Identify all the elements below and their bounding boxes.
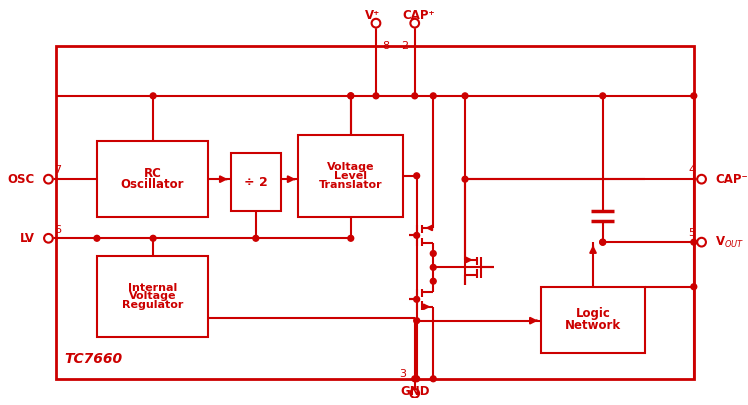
Text: V⁺: V⁺ xyxy=(364,9,380,22)
Circle shape xyxy=(150,93,156,99)
Text: Network: Network xyxy=(565,319,621,332)
Circle shape xyxy=(373,93,379,99)
Circle shape xyxy=(348,93,354,99)
Text: 2: 2 xyxy=(402,41,408,51)
Text: Translator: Translator xyxy=(319,179,382,190)
Text: TC7660: TC7660 xyxy=(64,352,122,367)
Circle shape xyxy=(412,93,417,99)
Text: Logic: Logic xyxy=(576,307,610,320)
Bar xyxy=(97,256,209,337)
Circle shape xyxy=(691,284,696,290)
Text: GND: GND xyxy=(400,385,429,398)
Circle shape xyxy=(691,93,696,99)
Text: 3: 3 xyxy=(399,369,407,379)
Text: 5: 5 xyxy=(688,228,696,239)
Circle shape xyxy=(414,296,420,302)
Bar xyxy=(541,287,646,353)
Text: Internal: Internal xyxy=(128,283,177,293)
Text: 8: 8 xyxy=(382,41,389,51)
Circle shape xyxy=(414,232,420,238)
Bar xyxy=(298,134,403,217)
Text: CAP⁺: CAP⁺ xyxy=(402,9,435,22)
Circle shape xyxy=(430,278,436,284)
Text: RC: RC xyxy=(144,167,162,180)
Text: ÷ 2: ÷ 2 xyxy=(244,176,268,189)
Circle shape xyxy=(430,376,436,382)
Text: OSC: OSC xyxy=(7,173,35,185)
Circle shape xyxy=(697,238,706,247)
Circle shape xyxy=(430,251,436,256)
Text: 7: 7 xyxy=(55,166,61,175)
Text: 6: 6 xyxy=(55,224,61,234)
Circle shape xyxy=(691,239,696,245)
Bar xyxy=(230,153,281,211)
Circle shape xyxy=(44,234,53,243)
Bar xyxy=(97,141,209,217)
Circle shape xyxy=(412,376,417,382)
Circle shape xyxy=(150,235,156,241)
Text: LV: LV xyxy=(20,232,35,245)
Circle shape xyxy=(411,389,419,398)
Circle shape xyxy=(697,175,706,183)
Circle shape xyxy=(372,19,380,28)
Circle shape xyxy=(253,235,259,241)
Text: Voltage: Voltage xyxy=(129,292,177,301)
Circle shape xyxy=(600,239,606,245)
Text: Regulator: Regulator xyxy=(122,300,183,310)
Circle shape xyxy=(414,318,420,324)
Circle shape xyxy=(348,93,354,99)
Bar xyxy=(56,47,694,379)
Circle shape xyxy=(430,93,436,99)
Circle shape xyxy=(600,239,606,245)
Circle shape xyxy=(462,93,468,99)
Circle shape xyxy=(462,176,468,182)
Circle shape xyxy=(414,376,420,382)
Text: 4: 4 xyxy=(688,166,696,175)
Circle shape xyxy=(411,19,419,28)
Circle shape xyxy=(94,235,99,241)
Circle shape xyxy=(348,235,354,241)
Circle shape xyxy=(430,264,436,270)
Text: Level: Level xyxy=(334,171,367,181)
Text: V$_{OUT}$: V$_{OUT}$ xyxy=(715,234,744,250)
Circle shape xyxy=(414,173,420,179)
Text: Voltage: Voltage xyxy=(327,162,375,172)
Circle shape xyxy=(600,93,606,99)
Text: Oscillator: Oscillator xyxy=(121,179,184,192)
Text: CAP⁻: CAP⁻ xyxy=(715,173,748,185)
Circle shape xyxy=(44,175,53,183)
